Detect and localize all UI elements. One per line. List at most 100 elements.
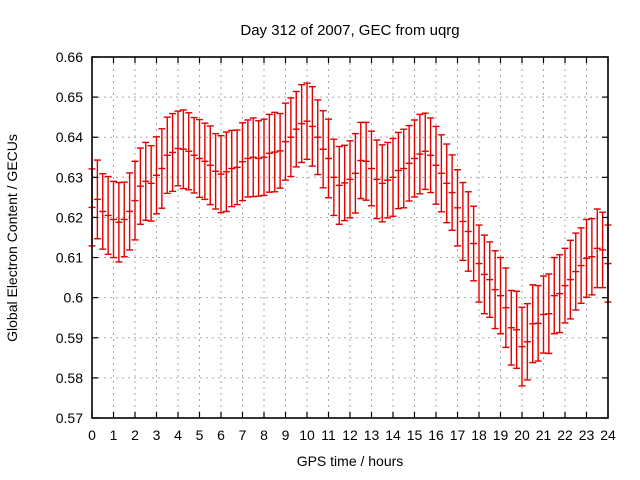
error-bar <box>308 85 316 167</box>
error-bar <box>454 169 461 247</box>
error-bar <box>368 130 375 207</box>
error-bar <box>314 99 322 176</box>
error-bar <box>201 122 209 201</box>
error-bar <box>196 118 203 199</box>
error-bar <box>169 112 177 193</box>
error-bar <box>147 144 155 222</box>
x-tick-label: 15 <box>407 427 423 443</box>
error-bar <box>373 139 381 220</box>
error-bar <box>298 83 306 164</box>
error-bar <box>239 122 246 202</box>
error-bar <box>233 129 241 206</box>
error-bar <box>443 143 451 224</box>
error-bar <box>249 117 257 198</box>
x-tick-label: 19 <box>493 427 509 443</box>
x-tick-label: 14 <box>385 427 401 443</box>
error-bar <box>282 102 289 181</box>
error-bar <box>319 110 327 189</box>
error-bar <box>115 181 123 263</box>
error-bar <box>545 273 553 355</box>
error-bar <box>518 306 526 387</box>
error-bar <box>588 217 596 296</box>
y-axis-label: Global Electron Content / GECUs <box>4 134 20 342</box>
error-bar <box>142 141 150 221</box>
error-bar <box>228 129 236 208</box>
error-bar <box>540 275 547 354</box>
error-bar <box>486 241 494 319</box>
error-bar <box>550 256 558 335</box>
x-tick-label: 4 <box>174 427 182 443</box>
x-tick-label: 18 <box>471 427 487 443</box>
y-tick-label: 0.62 <box>56 209 83 225</box>
error-bar <box>136 147 144 225</box>
x-tick-label: 20 <box>514 427 530 443</box>
error-bar <box>583 218 590 298</box>
error-bar <box>325 118 332 199</box>
x-tick-label: 3 <box>153 427 161 443</box>
error-bar <box>271 111 279 193</box>
x-tick-label: 13 <box>364 427 380 443</box>
error-bar <box>448 154 456 231</box>
error-bar <box>260 118 268 197</box>
error-bar <box>212 132 220 210</box>
error-bar <box>341 144 349 222</box>
error-bar <box>163 116 171 195</box>
error-bar <box>507 289 515 366</box>
error-bar <box>384 141 392 219</box>
x-tick-label: 2 <box>131 427 139 443</box>
error-bar <box>93 159 101 240</box>
error-bar <box>599 211 607 289</box>
error-bar <box>572 232 580 311</box>
error-bar <box>276 112 284 189</box>
error-bar <box>432 125 440 205</box>
error-bar <box>400 128 408 209</box>
x-tick-label: 6 <box>217 427 225 443</box>
x-tick-label: 16 <box>428 427 444 443</box>
x-tick-label: 23 <box>579 427 595 443</box>
error-bar <box>523 302 531 381</box>
error-bar <box>411 119 418 198</box>
error-bar <box>303 82 311 160</box>
error-bar <box>502 267 510 349</box>
y-tick-label: 0.6 <box>64 290 84 306</box>
error-bar <box>513 290 521 369</box>
error-bar <box>394 131 402 210</box>
error-bar <box>561 247 569 324</box>
x-tick-label: 24 <box>600 427 616 443</box>
error-bar <box>244 119 252 198</box>
x-tick-label: 5 <box>196 427 204 443</box>
error-bar <box>346 140 354 219</box>
x-tick-label: 22 <box>557 427 573 443</box>
y-tick-label: 0.65 <box>56 89 83 105</box>
y-tick-label: 0.57 <box>56 410 83 426</box>
error-bar <box>577 227 585 304</box>
error-bar <box>330 138 338 217</box>
error-bar <box>459 181 467 262</box>
x-tick-label: 11 <box>321 427 336 443</box>
error-bar <box>497 256 504 335</box>
error-bar <box>120 181 128 258</box>
error-bar <box>153 136 160 215</box>
x-tick-label: 8 <box>260 427 268 443</box>
error-bar <box>427 117 435 194</box>
y-tick-label: 0.58 <box>56 370 83 386</box>
error-bar <box>593 208 601 289</box>
x-tick-label: 12 <box>342 427 358 443</box>
error-bar <box>179 109 187 190</box>
error-bar <box>491 250 499 330</box>
error-bar <box>362 121 370 201</box>
error-bar <box>185 112 193 191</box>
error-bar <box>556 254 564 334</box>
error-bar <box>480 234 488 315</box>
x-tick-label: 0 <box>88 427 96 443</box>
x-tick-label: 9 <box>282 427 290 443</box>
error-bar <box>351 132 359 214</box>
y-tick-label: 0.64 <box>56 129 83 145</box>
error-bar <box>389 137 397 217</box>
error-bar <box>378 144 386 223</box>
error-bar <box>190 116 198 194</box>
error-bar <box>158 128 166 209</box>
x-tick-labels: 0 1 2 3 4 5 6 7 8 9 10 11 12 13 14 15 16 17 18 19 20 21 22 23 24 <box>88 427 616 443</box>
